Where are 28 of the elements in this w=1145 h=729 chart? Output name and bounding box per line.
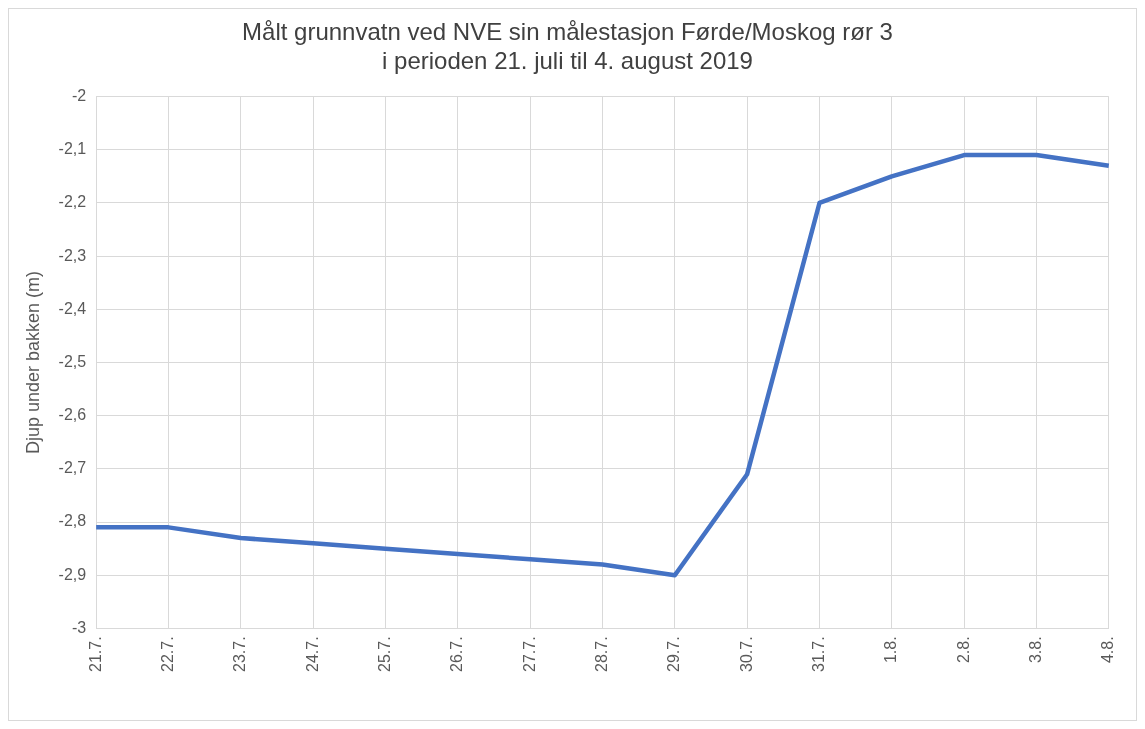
x-tick-label: 25.7. <box>375 636 393 673</box>
x-tick-label: 1.8. <box>882 636 900 664</box>
x-tick-label: 24.7. <box>303 636 321 673</box>
y-tick-label: -2,3 <box>58 246 87 264</box>
x-tick-label: 30.7. <box>737 636 755 673</box>
x-tick-label: 26.7. <box>448 636 466 673</box>
y-tick-label: -2,9 <box>58 565 87 583</box>
y-tick-label: -2,8 <box>58 512 87 530</box>
x-tick-label: 29.7. <box>665 636 683 673</box>
x-tick-label: 3.8. <box>1026 636 1044 664</box>
x-tick-label: 21.7. <box>86 636 104 673</box>
y-tick-label: -2,7 <box>58 459 87 477</box>
chart-title: Målt grunnvatn ved NVE sin målestasjon Førde/Moskog rør 3 i perioden 21. juli til 4. august 2019 <box>242 18 893 74</box>
x-tick-label: 4.8. <box>1099 636 1117 664</box>
x-tick-label: 23.7. <box>231 636 249 673</box>
y-tick-label: -2,5 <box>58 352 87 370</box>
y-tick-label: -2,2 <box>58 193 87 211</box>
y-tick-label: -2,1 <box>58 140 87 158</box>
y-tick-label: -2,4 <box>58 299 87 317</box>
x-tick-label: 28.7. <box>592 636 610 673</box>
y-tick-label: -2 <box>71 87 87 105</box>
x-tick-label: 27.7. <box>520 636 538 673</box>
x-tick-label: 22.7. <box>158 636 176 673</box>
x-tick-label: 31.7. <box>809 636 827 673</box>
y-axis-title: Djup under bakken (m) <box>22 270 43 455</box>
y-tick-label: -3 <box>71 618 87 636</box>
x-tick-label: 2.8. <box>954 636 972 664</box>
y-tick-label: -2,6 <box>58 406 87 424</box>
